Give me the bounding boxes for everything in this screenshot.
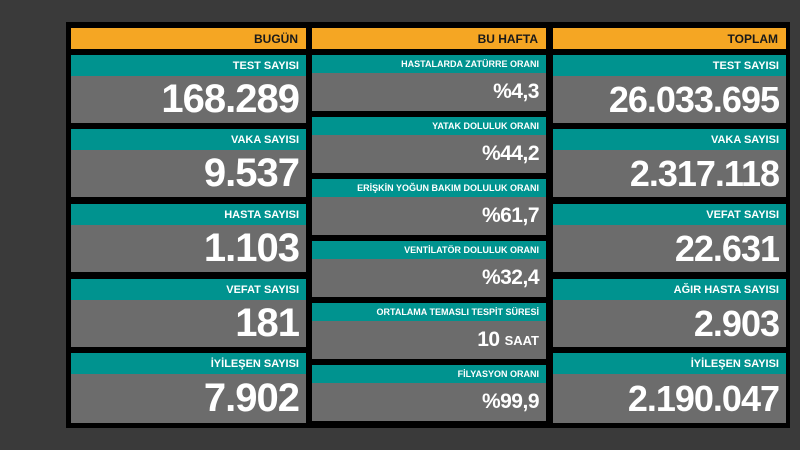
week-icu-card: ERİŞKİN YOĞUN BAKIM DOLULUK ORANI %61,7 [312, 179, 546, 235]
week-pneumonia-label: HASTALARDA ZATÜRRE ORANI [312, 55, 546, 73]
week-pneumonia-card: HASTALARDA ZATÜRRE ORANI %4,3 [312, 55, 546, 111]
total-test-value: 26.033.695 [553, 76, 786, 123]
today-test-label: TEST SAYISI [71, 55, 306, 76]
total-severe-card: AĞIR HASTA SAYISI 2.903 [553, 279, 786, 347]
total-severe-value: 2.903 [553, 300, 786, 347]
week-icu-label: ERİŞKİN YOĞUN BAKIM DOLULUK ORANI [312, 179, 546, 197]
week-icu-value: %61,7 [312, 197, 546, 235]
header-total: TOPLAM [553, 28, 786, 49]
total-severe-label: AĞIR HASTA SAYISI [553, 279, 786, 300]
week-filiation-label: FİLYASYON ORANI [312, 365, 546, 383]
header-today: BUGÜN [71, 28, 306, 49]
total-death-label: VEFAT SAYISI [553, 204, 786, 225]
week-contact-time-unit: SAAT [504, 332, 539, 348]
week-contact-time-value: 10 [477, 328, 500, 351]
today-death-label: VEFAT SAYISI [71, 279, 306, 300]
week-ventilator-value: %32,4 [312, 259, 546, 297]
week-bed-value: %44,2 [312, 135, 546, 173]
total-death-card: VEFAT SAYISI 22.631 [553, 204, 786, 272]
week-contact-time-value-box: 10 SAAT [312, 321, 546, 359]
today-patient-label: HASTA SAYISI [71, 204, 306, 225]
total-test-label: TEST SAYISI [553, 55, 786, 76]
today-case-card: VAKA SAYISI 9.537 [71, 129, 306, 197]
week-contact-time-label: ORTALAMA TEMASLI TESPİT SÜRESİ [312, 303, 546, 321]
week-bed-card: YATAK DOLULUK ORANI %44,2 [312, 117, 546, 173]
today-recovered-label: İYİLEŞEN SAYISI [71, 353, 306, 374]
today-case-label: VAKA SAYISI [71, 129, 306, 150]
week-pneumonia-value: %4,3 [312, 73, 546, 111]
week-filiation-value: %99,9 [312, 383, 546, 421]
today-death-card: VEFAT SAYISI 181 [71, 279, 306, 347]
total-recovered-label: İYİLEŞEN SAYISI [553, 353, 786, 374]
total-case-card: VAKA SAYISI 2.317.118 [553, 129, 786, 197]
week-contact-time-card: ORTALAMA TEMASLI TESPİT SÜRESİ 10 SAAT [312, 303, 546, 359]
week-ventilator-card: VENTİLATÖR DOLULUK ORANI %32,4 [312, 241, 546, 297]
today-patient-card: HASTA SAYISI 1.103 [71, 204, 306, 272]
total-recovered-value: 2.190.047 [553, 374, 786, 423]
total-death-value: 22.631 [553, 225, 786, 272]
today-recovered-value: 7.902 [71, 374, 306, 423]
today-death-value: 181 [71, 300, 306, 347]
week-ventilator-label: VENTİLATÖR DOLULUK ORANI [312, 241, 546, 259]
today-recovered-card: İYİLEŞEN SAYISI 7.902 [71, 353, 306, 423]
total-recovered-card: İYİLEŞEN SAYISI 2.190.047 [553, 353, 786, 423]
total-case-label: VAKA SAYISI [553, 129, 786, 150]
today-patient-value: 1.103 [71, 225, 306, 272]
today-test-card: TEST SAYISI 168.289 [71, 55, 306, 123]
header-week: BU HAFTA [312, 28, 546, 49]
week-bed-label: YATAK DOLULUK ORANI [312, 117, 546, 135]
total-test-card: TEST SAYISI 26.033.695 [553, 55, 786, 123]
today-case-value: 9.537 [71, 150, 306, 197]
week-filiation-card: FİLYASYON ORANI %99,9 [312, 365, 546, 421]
today-test-value: 168.289 [71, 76, 306, 123]
total-case-value: 2.317.118 [553, 150, 786, 197]
